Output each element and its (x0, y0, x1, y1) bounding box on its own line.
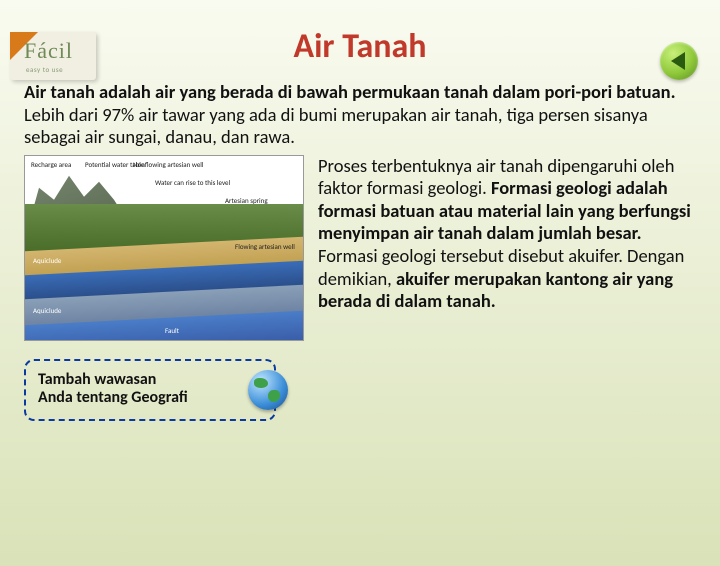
para1-lead-bold: Air tanah adalah air yang berada di bawa… (24, 80, 676, 103)
label-recharge: Recharge area (31, 160, 71, 169)
label-flowing: Flowing artesian well (235, 242, 295, 251)
logo-box: Fácil easy to use (10, 32, 96, 80)
diagram-column: Recharge area Potential water table Nonf… (24, 155, 314, 421)
content-area: Air tanah adalah air yang berada di bawa… (0, 67, 720, 421)
tip-callout[interactable]: Tambah wawasan Anda tentang Geografi (24, 359, 276, 421)
label-fault: Fault (165, 326, 179, 335)
callout-line2: Anda tentang Geografi (38, 389, 264, 407)
callout-line1: Tambah wawasan (38, 371, 264, 389)
label-aquiclude-top: Aquiclude (33, 256, 61, 265)
label-nonflowing: Nonflowing artesian well (133, 160, 204, 169)
label-canrise: Water can rise to this level (155, 178, 230, 187)
logo-subtitle: easy to use (26, 65, 63, 74)
two-column-row: Recharge area Potential water table Nonf… (24, 155, 696, 421)
globe-icon (248, 370, 288, 410)
paragraph-2: Proses terbentuknya air tanah dipengaruh… (314, 155, 696, 421)
label-artesian-spring: Artesian spring (225, 196, 268, 205)
back-arrow-icon (671, 52, 685, 70)
groundwater-diagram: Recharge area Potential water table Nonf… (24, 155, 304, 341)
paragraph-1: Air tanah adalah air yang berada di bawa… (24, 81, 696, 149)
para1-rest: Lebih dari 97% air tawar yang ada di bum… (24, 103, 648, 149)
logo-brand-text: Fácil (24, 38, 73, 64)
back-button[interactable] (660, 42, 698, 80)
label-aquiclude-bot: Aquiclude (33, 306, 61, 315)
page-title: Air Tanah (0, 26, 720, 67)
brand-logo: Fácil easy to use (10, 32, 96, 80)
